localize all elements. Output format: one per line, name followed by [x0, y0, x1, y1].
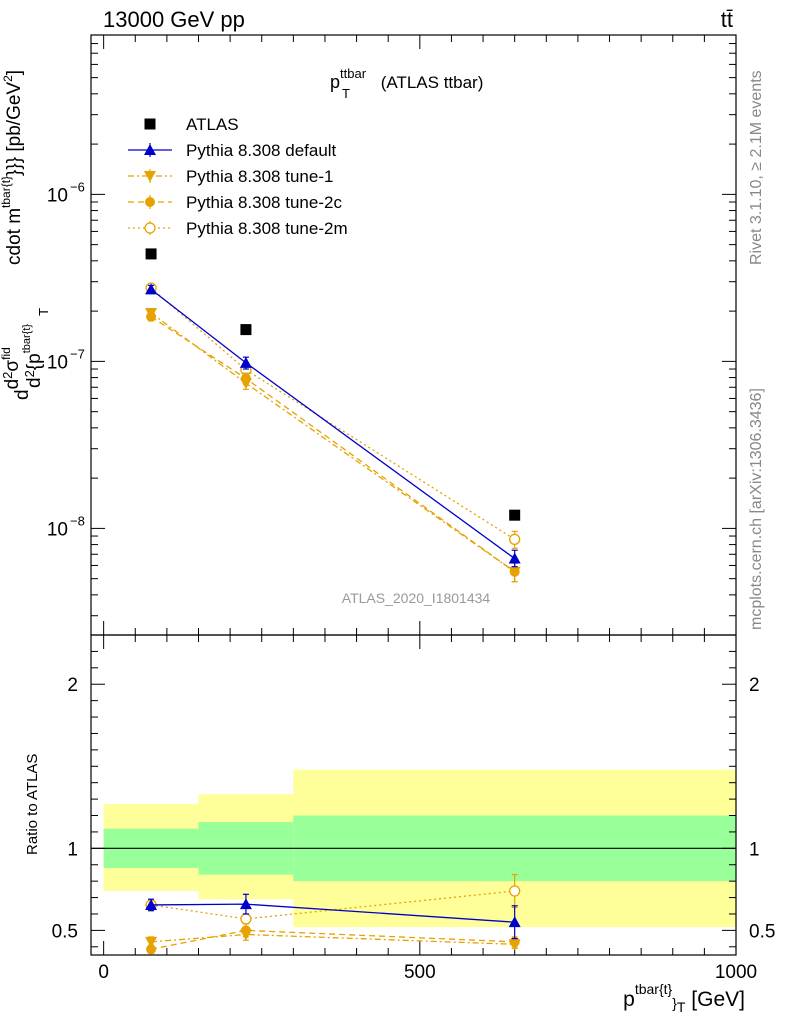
xlabel-sup: tbar{t}	[635, 981, 673, 997]
ylabel-den-sub-sup: tbar{t}	[21, 324, 33, 354]
main-tune1-line	[150, 312, 516, 573]
rivet-label: Rivet 3.1.10, ≥ 2.1M events	[748, 70, 765, 265]
ratio-panel-frame	[90, 634, 737, 956]
ratio-x-tick-label: 0	[98, 962, 109, 983]
main-data-point	[240, 324, 252, 336]
ylabel-tail-end-sup: 2	[1, 75, 15, 82]
main-tune1-point	[145, 307, 158, 319]
main-y-tick-exponent: −8	[70, 513, 85, 528]
ratio-default-point	[145, 898, 158, 910]
x-axis-label: ptbar{t}}T [GeV]	[623, 981, 745, 1015]
ratio-tune1-point	[145, 936, 158, 948]
main-y-tick-exponent: −7	[70, 346, 85, 361]
main-default-point	[239, 356, 252, 368]
ylabel-den-sup: 2	[22, 370, 37, 377]
mcplots-label: mcplots.cern.ch [arXiv:1306.3436]	[748, 388, 765, 630]
ylabel-den-sub: T	[36, 308, 51, 316]
ylabel-sigma-sup: fid	[0, 347, 13, 360]
ratio-y-tick-label-right: 2	[749, 675, 760, 696]
xlabel-unit: [GeV]	[685, 988, 745, 1011]
legend-marker-tune1	[144, 171, 156, 182]
main-default-line	[150, 288, 516, 560]
ratio-tune2m-point	[509, 885, 521, 897]
ylabel-den-d: d	[24, 377, 45, 388]
ratio-bands	[91, 769, 736, 928]
main-y-axis-label: dd2σfid d2{ptbar{t}T cdot mtbar{t}}}} [p…	[0, 70, 53, 400]
ylabel-tail-sup: tbar{t}	[0, 176, 13, 208]
main-tune1-point	[508, 566, 521, 578]
xlabel-sub: }	[672, 995, 677, 1011]
xlabel-p: p	[623, 988, 635, 1011]
main-y-tick-label: 10	[47, 185, 68, 206]
main-title-suffix: (ATLAS ttbar)	[376, 73, 483, 92]
main-default-point	[508, 552, 521, 564]
ratio-y-tick-label-right: 0.5	[749, 921, 775, 942]
main-y-tick-exponent: −6	[70, 179, 85, 194]
legend-label-tune2c: Pythia 8.308 tune-2c	[186, 193, 342, 212]
ratio-tune2c-line	[150, 929, 515, 950]
main-data-point	[145, 248, 157, 260]
legend-label-default: Pythia 8.308 default	[186, 141, 337, 160]
ylabel-d: d	[12, 389, 33, 400]
legend-label-data: ATLAS	[186, 115, 239, 134]
ratio-default-point	[239, 898, 252, 910]
ratio-x-tick-label: 1000	[715, 962, 757, 983]
ratio-tune1-point	[508, 939, 521, 951]
legend-marker-tune2m	[144, 222, 156, 234]
legend-label-tune2m: Pythia 8.308 tune-2m	[186, 219, 348, 238]
ratio-y-tick-label-left: 0.5	[52, 921, 78, 942]
main-tune2m-point	[509, 533, 521, 545]
legend-marker-data	[144, 118, 156, 130]
main-tune2m-line	[150, 287, 516, 540]
ratio-tune2m-point	[240, 913, 252, 925]
legend-label-tune1: Pythia 8.308 tune-1	[186, 167, 333, 186]
ylabel-tail-end: }}} [pb/GeV	[4, 82, 25, 176]
main-series-layer	[145, 248, 521, 583]
main-title-sup: ttbar	[340, 66, 367, 81]
main-y-tick-label: 10	[47, 352, 68, 373]
final-state-label: tt̄	[721, 7, 733, 32]
analysis-watermark: ATLAS_2020_I1801434	[342, 590, 491, 606]
main-title-sub: T	[342, 86, 350, 101]
process-label: 13000 GeV pp	[103, 7, 245, 32]
main-default-point	[145, 283, 158, 295]
ylabel-num: d	[2, 379, 23, 390]
ylabel-sigma: σ	[2, 360, 23, 372]
ratio-x-tick-label: 500	[404, 962, 436, 983]
ratio-y-tick-label-left: 2	[67, 675, 78, 696]
ylabel-num-sup: 2	[0, 372, 15, 379]
ratio-tune1-line	[151, 933, 515, 945]
ratio-tune1-point	[239, 929, 252, 941]
ratio-series-layer	[145, 873, 521, 955]
main-y-tick-label: 10	[47, 519, 68, 540]
legend: ATLAS Pythia 8.308 default Pythia 8.308 tu…	[128, 115, 348, 238]
main-data-point	[509, 509, 521, 521]
xlabel-sub2: T	[677, 999, 686, 1015]
svg-text:dd2σfid d2{ptbar{t}T: dd2σfid d2{ptbar{t}T cdot mtbar{t}}}} [p…	[0, 70, 53, 400]
ylabel-close: ]	[4, 70, 25, 75]
main-tune1-point	[239, 378, 252, 390]
ratio-y-tick-label-left: 1	[67, 839, 78, 860]
legend-marker-default	[144, 144, 156, 155]
ratio-y-tick-label-right: 1	[749, 839, 760, 860]
legend-marker-tune2c	[145, 197, 155, 207]
ratio-y-axis-label: Ratio to ATLAS	[24, 754, 41, 855]
ratio-axis-ticks: 0.5 0.5 1 1 2 2 0 500 1000	[52, 634, 775, 983]
ylabel-tail: cdot m	[4, 208, 25, 265]
main-title: pttbar T (ATLAS ttbar)	[330, 66, 483, 101]
ylabel-den-rest: {p	[24, 353, 45, 370]
main-title-p: p	[330, 72, 340, 92]
ratio-default-point	[508, 916, 521, 928]
